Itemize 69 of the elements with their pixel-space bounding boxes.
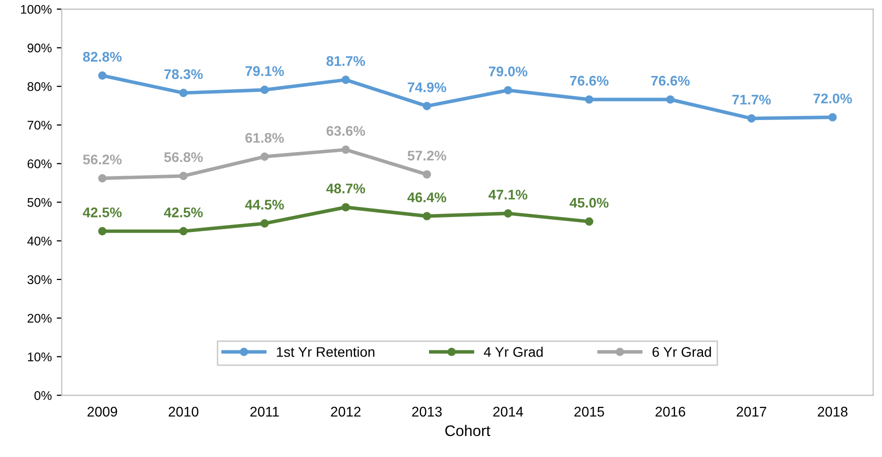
data-label: 78.3% (164, 69, 203, 80)
x-tick-label: 2013 (412, 406, 442, 417)
point (422, 102, 432, 110)
point (666, 95, 674, 104)
x-tick-label: 2015 (574, 406, 604, 417)
data-label: 76.6% (651, 76, 690, 86)
data-label: 44.5% (245, 200, 284, 210)
point (342, 76, 350, 84)
point (422, 212, 432, 220)
y-tick-label: 80% (28, 82, 52, 92)
point (585, 217, 594, 226)
data-label: 47.1% (488, 190, 528, 200)
point (747, 114, 756, 123)
x-tick-label: 2014 (493, 406, 524, 417)
y-tick-label: 50% (28, 198, 52, 207)
y-tick-label: 30% (27, 275, 52, 284)
point (98, 71, 106, 80)
x-tick-label: 2018 (818, 406, 848, 417)
data-label: 45.0% (570, 198, 608, 208)
point (504, 86, 512, 94)
point (98, 174, 106, 182)
point (828, 113, 837, 122)
data-label: 82.8% (83, 52, 122, 62)
y-tick-label: 70% (28, 120, 52, 130)
point (342, 203, 350, 212)
data-label: 63.6% (326, 126, 366, 136)
point (504, 209, 512, 218)
data-label: 56.8% (164, 152, 203, 162)
legend-label: 1st Yr Retention (276, 346, 374, 357)
x-tick-label: 2012 (330, 406, 360, 417)
x-tick-label: 2016 (656, 406, 686, 417)
y-tick-label: 40% (27, 236, 52, 246)
data-label: 61.8% (245, 132, 284, 143)
y-tick-label: 100% (21, 4, 52, 14)
data-label: 57.2% (408, 150, 446, 161)
point (585, 95, 594, 104)
x-axis-title: Cohort (445, 424, 490, 436)
data-label: 76.6% (570, 76, 608, 86)
point (260, 86, 269, 94)
y-tick-label: 0% (34, 391, 52, 400)
data-label: 74.9% (408, 82, 446, 92)
data-label: 72.0% (814, 94, 852, 104)
data-label: 42.5% (82, 207, 122, 218)
point (342, 146, 350, 154)
y-tick-label: 60% (28, 159, 52, 168)
x-tick-label: 2017 (736, 406, 766, 417)
data-label: 71.7% (732, 94, 771, 105)
x-tick-label: 2009 (88, 406, 118, 417)
data-label: 79.1% (246, 66, 284, 76)
data-label: 46.4% (407, 192, 446, 202)
data-label: 79.0% (488, 66, 528, 76)
point (179, 88, 188, 98)
legend-label: 4 Yr Grad (484, 346, 543, 357)
data-label: 56.2% (83, 154, 122, 164)
point (260, 152, 269, 161)
x-tick-label: 2010 (168, 406, 198, 417)
legend-label: 6 Yr Grad (652, 346, 711, 357)
data-label: 42.5% (164, 207, 203, 218)
point (179, 172, 188, 180)
data-label: 48.7% (326, 184, 366, 194)
y-tick-label: 90% (28, 44, 52, 52)
data-label: 81.7% (326, 56, 366, 66)
point (98, 227, 106, 236)
point (179, 227, 188, 236)
y-tick-label: 10% (28, 352, 52, 362)
x-tick-label: 2011 (250, 406, 279, 417)
point (422, 170, 432, 179)
point (260, 219, 269, 228)
y-tick-label: 20% (28, 314, 52, 323)
